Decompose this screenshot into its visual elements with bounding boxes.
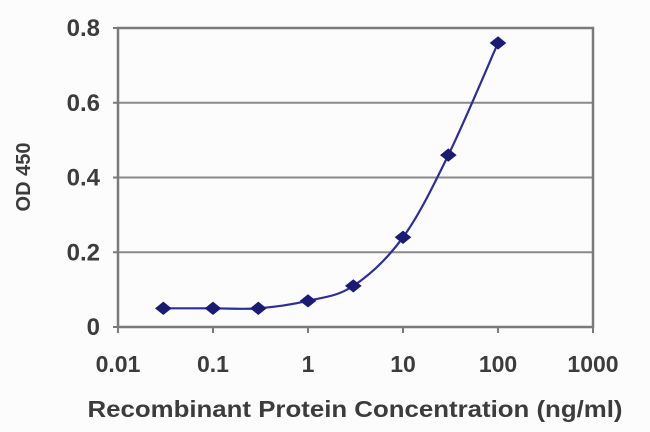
y-tick-label: 0.6 [67, 90, 100, 117]
x-tick-label: 0.1 [197, 351, 229, 377]
series-curve [163, 42, 500, 310]
x-tick-label: 0.01 [96, 351, 141, 377]
y-tick-label: 0.4 [67, 165, 101, 192]
x-tick-label: 1000 [567, 351, 618, 377]
data-point-marker [394, 230, 412, 244]
x-tick-label: 100 [479, 351, 517, 377]
x-tick-label: 10 [390, 351, 416, 377]
data-point-marker [489, 36, 507, 50]
x-axis-title: Recombinant Protein Concentration (ng/ml… [88, 396, 623, 422]
y-tick-label: 0.2 [67, 239, 100, 266]
data-point-marker [440, 148, 457, 162]
data-point-marker [155, 301, 172, 315]
tick-labels: 0.01 0.1 1 10 100 1000 0 0.2 0.4 0.6 0.8 [67, 15, 619, 377]
data-point-marker [299, 294, 317, 308]
y-axis-title: OD 450 [13, 143, 35, 212]
data-point-marker [250, 301, 267, 315]
data-series [155, 36, 507, 315]
data-point-marker [204, 301, 222, 315]
y-tick-label: 0 [87, 314, 100, 341]
axis-ticks [113, 27, 594, 333]
gridlines [118, 101, 593, 254]
x-tick-label: 1 [302, 351, 315, 377]
y-tick-label: 0.8 [67, 15, 100, 42]
data-point-marker [345, 279, 362, 293]
